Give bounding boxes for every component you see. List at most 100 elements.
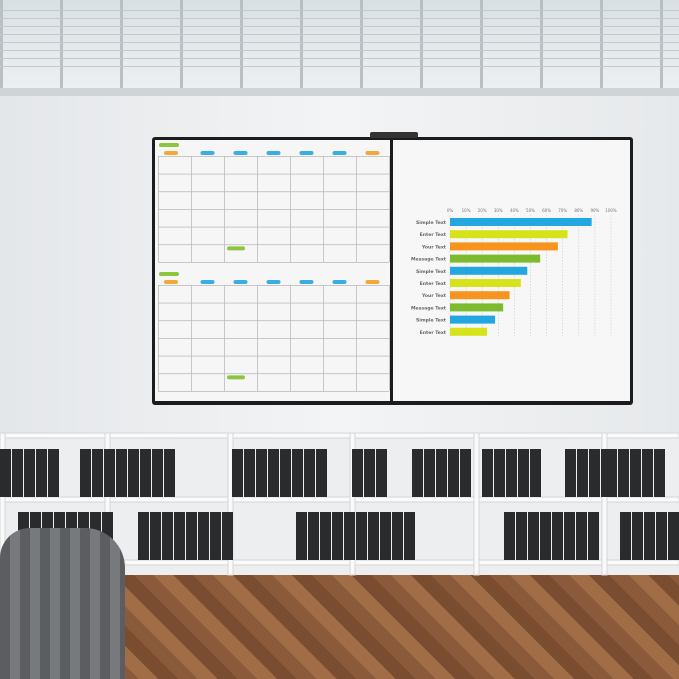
calendar-col-line: [356, 156, 357, 262]
calendar-col-line: [257, 156, 258, 262]
binder: [128, 449, 139, 497]
weekday-pill: [164, 280, 178, 284]
binder: [332, 512, 343, 560]
bar: [450, 266, 528, 275]
binder: [530, 449, 541, 497]
binder: [620, 512, 631, 560]
binder: [364, 449, 375, 497]
calendar-col-line: [191, 285, 192, 391]
binder: [36, 449, 47, 497]
binder: [606, 449, 617, 497]
binder: [528, 512, 539, 560]
calendar-row-line: [158, 226, 389, 228]
upper-floor-windows: [0, 0, 679, 96]
shelf-upright: [473, 432, 480, 576]
binder: [356, 512, 367, 560]
category-label: Your Text: [421, 293, 447, 299]
binder: [162, 512, 173, 560]
railing-bar: [0, 42, 679, 43]
calendar-row-line: [158, 391, 389, 392]
binder: [540, 512, 551, 560]
binder: [380, 512, 391, 560]
binder: [222, 512, 233, 560]
calendar-col-line: [389, 285, 390, 391]
binder: [668, 512, 679, 560]
binder: [589, 449, 600, 497]
calendar-row-line: [158, 262, 389, 263]
binder: [644, 512, 655, 560]
calendar-row-line: [158, 191, 389, 193]
category-label: Enter Text: [420, 232, 447, 238]
month-label-pill: [159, 272, 179, 276]
binder: [186, 512, 197, 560]
calendar-col-line: [224, 156, 225, 262]
railing-post: [0, 0, 3, 96]
calendar-col-line: [158, 285, 159, 391]
x-tick-label: 30%: [494, 208, 503, 213]
binder: [494, 449, 505, 497]
binder: [504, 512, 515, 560]
x-tick-label: 20%: [478, 208, 487, 213]
binder: [392, 512, 403, 560]
category-label: Message Text: [411, 305, 447, 311]
railing-post: [240, 0, 243, 96]
bar: [450, 291, 510, 300]
binder: [150, 512, 161, 560]
binder: [256, 449, 267, 497]
calendar-row-line: [158, 320, 389, 322]
binder: [344, 512, 355, 560]
bar: [450, 327, 488, 336]
x-tick-label: 100%: [605, 208, 617, 213]
railing-post: [540, 0, 543, 96]
binder: [436, 449, 447, 497]
binder: [164, 449, 175, 497]
shelf-upright: [227, 432, 234, 576]
binder: [618, 449, 629, 497]
binder: [304, 449, 315, 497]
binder: [268, 449, 279, 497]
railing-post: [660, 0, 663, 96]
weekday-pill: [200, 151, 215, 155]
binder: [630, 449, 641, 497]
calendar-row-line: [158, 355, 389, 357]
weekday-pill: [299, 280, 314, 284]
binder: [24, 449, 35, 497]
bar: [450, 218, 592, 226]
weekday-pill: [164, 151, 178, 155]
x-tick-label: 40%: [510, 208, 519, 213]
binder: [424, 449, 435, 497]
bar: [450, 242, 558, 251]
x-tick-label: 0%: [447, 208, 454, 213]
railing-post: [480, 0, 483, 96]
category-label: Your Text: [421, 244, 447, 250]
x-tick-label: 80%: [574, 208, 583, 213]
balcony-edge: [0, 88, 679, 96]
shelf-upright: [601, 432, 608, 576]
binder: [0, 449, 11, 497]
binder: [292, 449, 303, 497]
railing-post: [360, 0, 363, 96]
binder: [518, 449, 529, 497]
binder: [632, 512, 643, 560]
binder: [588, 512, 599, 560]
calendar-row-line: [158, 338, 389, 339]
railing-bar: [0, 58, 679, 59]
calendar-col-line: [323, 156, 324, 262]
calendar-row-line: [158, 156, 389, 157]
binder: [656, 512, 667, 560]
shelf-board: [0, 496, 679, 503]
bar: [450, 315, 496, 324]
calendar-col-line: [389, 156, 390, 262]
binder: [320, 512, 331, 560]
binder: [552, 512, 563, 560]
weekday-pill: [332, 280, 347, 284]
binder: [412, 449, 423, 497]
binder: [376, 449, 387, 497]
weekday-pill: [233, 280, 248, 284]
marker-tray: [370, 132, 418, 138]
binder: [296, 512, 307, 560]
binder: [92, 449, 103, 497]
calendar-col-line: [191, 156, 192, 262]
binder: [152, 449, 163, 497]
x-tick-label: 60%: [542, 208, 551, 213]
